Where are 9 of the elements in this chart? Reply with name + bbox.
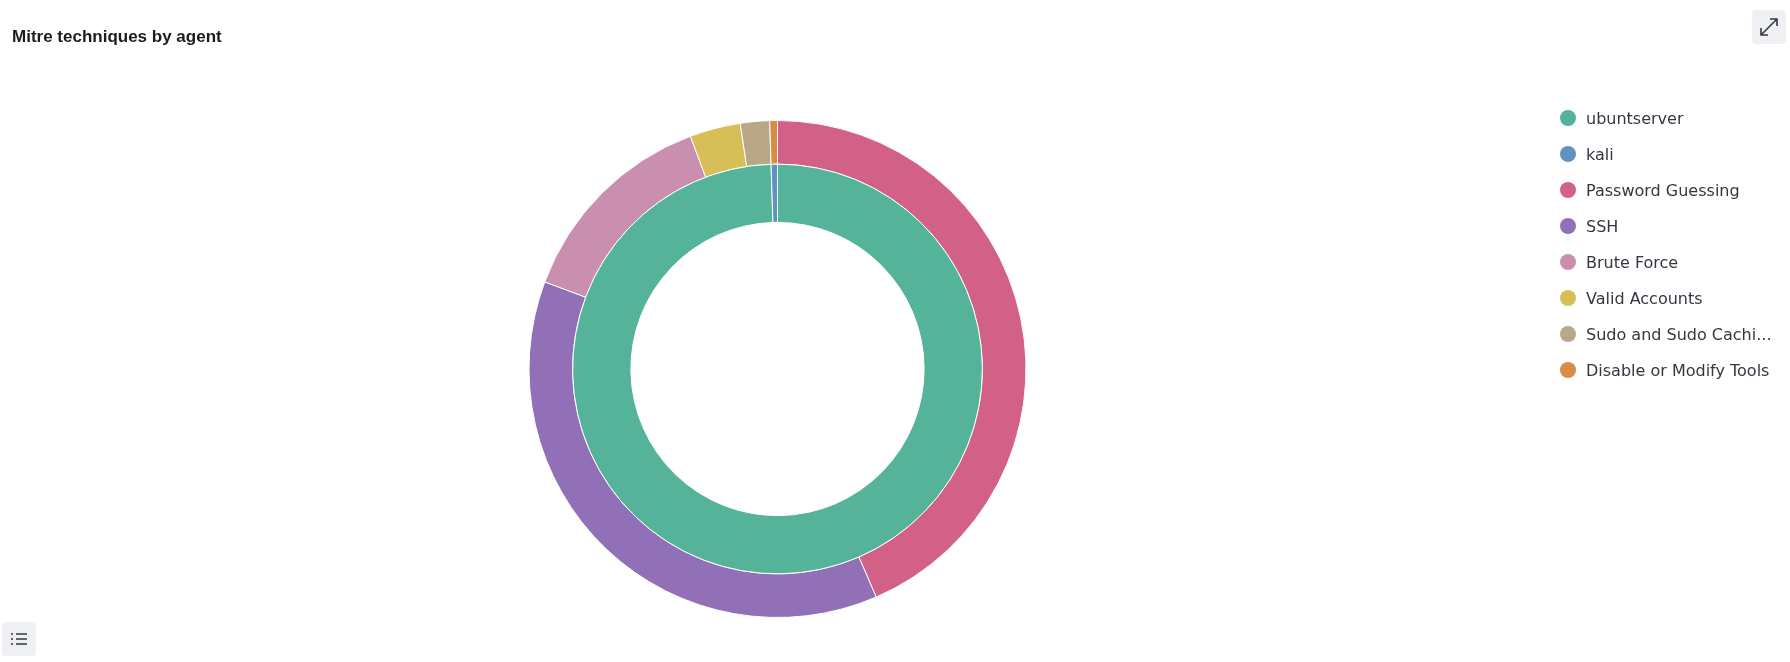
legend-label: Valid Accounts — [1586, 288, 1703, 308]
legend-label: Disable or Modify Tools — [1586, 360, 1770, 380]
legend-label: Sudo and Sudo Cachi... — [1586, 324, 1772, 344]
legend-label: Brute Force — [1586, 252, 1679, 272]
legend-label: SSH — [1586, 216, 1619, 236]
legend-label: ubuntserver — [1586, 108, 1684, 128]
legend-label: kali — [1586, 144, 1614, 164]
text: Mitre techniques by agent — [12, 27, 222, 47]
legend-label: Password Guessing — [1586, 180, 1740, 200]
